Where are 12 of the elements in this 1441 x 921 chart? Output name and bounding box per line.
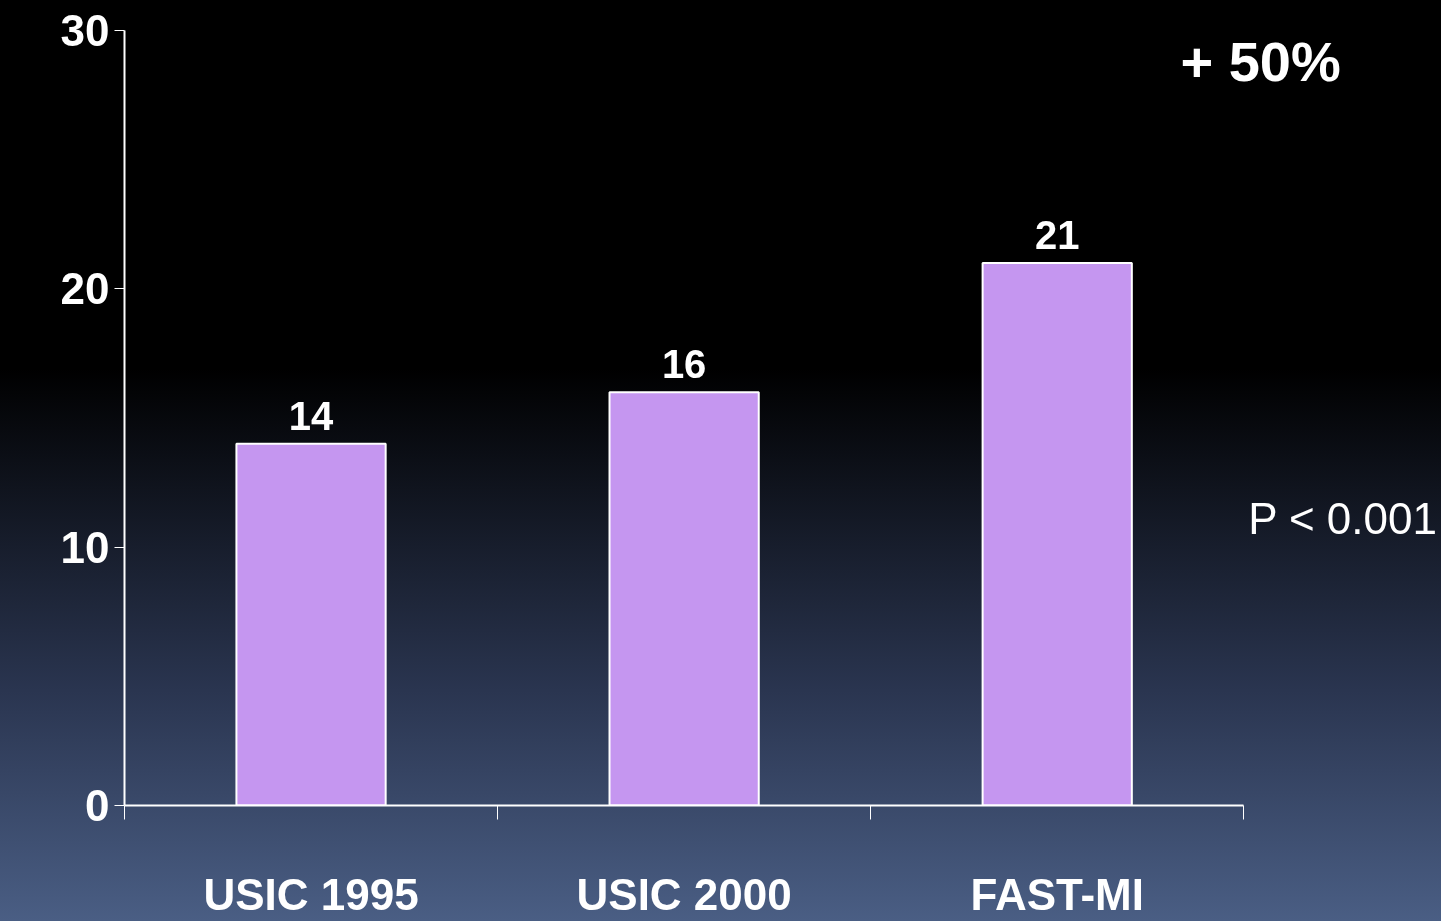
x-tick-label: USIC 1995 [203,869,419,919]
data-label: 16 [661,342,707,387]
y-tick-label: 30 [60,6,110,55]
y-tick-label: 10 [60,522,110,572]
x-tick-label: USIC 2000 [576,869,792,919]
x-tick-label: FAST-MI [970,869,1145,919]
text: P < 0.001 [1248,494,1437,544]
y-tick-label: 20 [60,264,110,314]
data-label: 14 [288,393,335,438]
annotation: + 50% [1180,30,1341,93]
data-label: 21 [1034,213,1080,257]
y-tick-label: 0 [85,781,110,830]
